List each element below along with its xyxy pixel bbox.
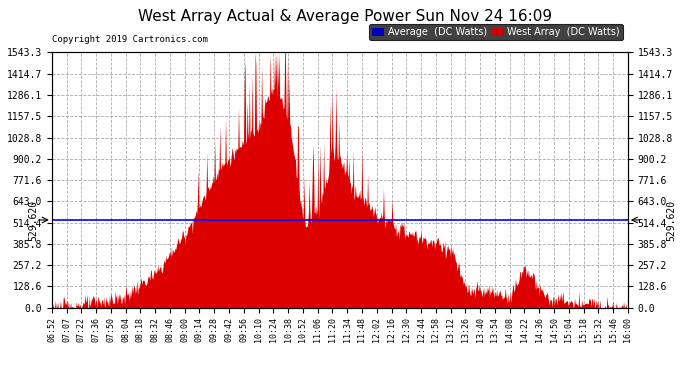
Text: Copyright 2019 Cartronics.com: Copyright 2019 Cartronics.com [52, 34, 208, 44]
Legend: Average  (DC Watts), West Array  (DC Watts): Average (DC Watts), West Array (DC Watts… [369, 24, 623, 40]
Text: West Array Actual & Average Power Sun Nov 24 16:09: West Array Actual & Average Power Sun No… [138, 9, 552, 24]
Text: 529.620: 529.620 [666, 200, 676, 240]
Text: 529.620: 529.620 [28, 200, 38, 240]
